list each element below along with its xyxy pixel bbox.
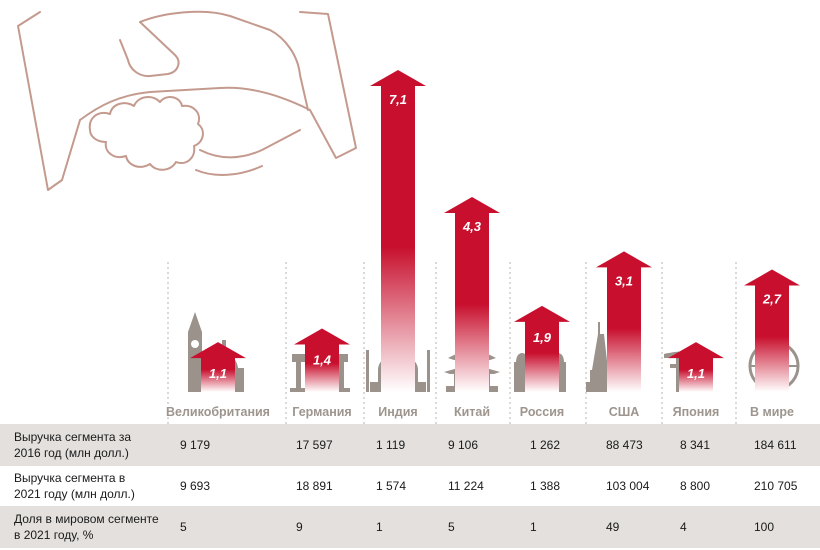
category-label-in: Индия bbox=[378, 405, 417, 419]
table-cell-de: 17 597 bbox=[282, 424, 362, 466]
value-label-ru: 1,9 bbox=[533, 330, 552, 345]
category-label-jp: Япония bbox=[673, 405, 720, 419]
table-cell-ru: 1 262 bbox=[516, 424, 592, 466]
category-labels: Великобритания Германия Индия Китай Россия СШ… bbox=[166, 405, 794, 419]
table-cell-cn: 9 106 bbox=[434, 424, 516, 466]
table-cell-cn: 11 224 bbox=[434, 466, 516, 506]
table-row: Выручка сегмента за 2016 год (млн долл.) 9… bbox=[0, 424, 820, 466]
category-label-cn: Китай bbox=[454, 405, 490, 419]
table-cell-world: 184 611 bbox=[740, 424, 820, 466]
value-label-us: 3,1 bbox=[615, 273, 633, 288]
table-cell-in: 1 119 bbox=[362, 424, 434, 466]
arrow-bar-uk bbox=[190, 342, 246, 392]
row-label: Выручка сегмента в 2021 году (млн долл.) bbox=[0, 466, 166, 506]
arrow-bars bbox=[190, 70, 800, 392]
table-cell-jp: 8 800 bbox=[666, 466, 740, 506]
row-label-line: Доля в мировом сегменте bbox=[14, 512, 159, 526]
arrow-bar-in bbox=[370, 70, 426, 392]
arrow-bar-cn bbox=[444, 196, 500, 392]
value-label-world: 2,7 bbox=[762, 292, 782, 307]
table-cell-jp: 8 341 bbox=[666, 424, 740, 466]
arrow-bar-ru bbox=[514, 305, 570, 392]
row-label-line: Выручка сегмента в bbox=[14, 471, 126, 485]
table-cell-de: 18 891 bbox=[282, 466, 362, 506]
table-cell-uk: 5 bbox=[166, 506, 282, 548]
arrow-bar-de bbox=[294, 328, 350, 392]
arrow-bar-jp bbox=[668, 342, 724, 392]
row-label: Доля в мировом сегменте в 2021 году, % bbox=[0, 506, 166, 548]
arrow-bar-world bbox=[744, 269, 800, 392]
row-label-line: 2021 году (млн долл.) bbox=[14, 487, 135, 501]
arrow-bar-us bbox=[596, 251, 652, 392]
table-cell-us: 88 473 bbox=[592, 424, 666, 466]
value-label-cn: 4,3 bbox=[462, 219, 482, 234]
table-cell-ru: 1 388 bbox=[516, 466, 592, 506]
column-separators bbox=[167, 262, 737, 424]
table-cell-uk: 9 693 bbox=[166, 466, 282, 506]
table-row: Выручка сегмента в 2021 году (млн долл.) 9… bbox=[0, 466, 820, 506]
row-label: Выручка сегмента за 2016 год (млн долл.) bbox=[0, 424, 166, 466]
table-cell-ru: 1 bbox=[516, 506, 592, 548]
table-cell-world: 210 705 bbox=[740, 466, 820, 506]
row-label-line: в 2021 году, % bbox=[14, 528, 94, 542]
table-cell-de: 9 bbox=[282, 506, 362, 548]
table-cell-in: 1 574 bbox=[362, 466, 434, 506]
category-label-de: Германия bbox=[292, 405, 351, 419]
table-cell-us: 49 bbox=[592, 506, 666, 548]
table-cell-jp: 4 bbox=[666, 506, 740, 548]
category-label-us: США bbox=[609, 405, 640, 419]
category-label-world: В мире bbox=[750, 405, 794, 419]
value-label-jp: 1,1 bbox=[687, 366, 705, 381]
category-label-uk: Великобритания bbox=[166, 405, 270, 419]
table-cell-us: 103 004 bbox=[592, 466, 666, 506]
table-cell-uk: 9 179 bbox=[166, 424, 282, 466]
table-cell-cn: 5 bbox=[434, 506, 516, 548]
value-label-de: 1,4 bbox=[313, 353, 332, 368]
row-label-line: Выручка сегмента за bbox=[14, 430, 132, 444]
handshake-icon bbox=[17, 10, 357, 191]
category-label-ru: Россия bbox=[520, 405, 564, 419]
data-table: Выручка сегмента за 2016 год (млн долл.) 9… bbox=[0, 424, 820, 548]
table-cell-in: 1 bbox=[362, 506, 434, 548]
table-cell-world: 100 bbox=[740, 506, 820, 548]
row-label-line: 2016 год (млн долл.) bbox=[14, 446, 129, 460]
value-label-uk: 1,1 bbox=[209, 366, 227, 381]
table-row: Доля в мировом сегменте в 2021 году, % 5 9 1… bbox=[0, 506, 820, 548]
value-label-in: 7,1 bbox=[389, 92, 407, 107]
arrow-value-labels: 1,1 1,4 7,1 4,3 1,9 3,1 1,1 2,7 bbox=[209, 92, 782, 381]
